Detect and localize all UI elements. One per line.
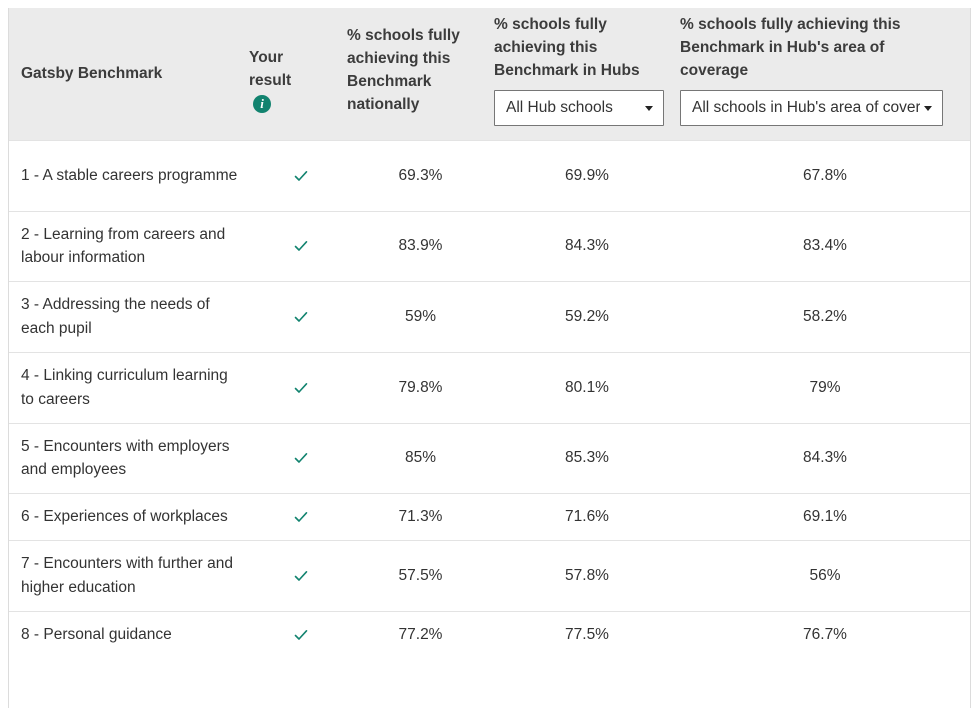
national-value: 69.3% <box>398 166 443 184</box>
hub-schools-select[interactable]: All Hub schools <box>494 90 664 126</box>
area-schools-select-value: All schools in Hub's area of coverage <box>692 99 942 116</box>
check-icon <box>294 241 308 251</box>
area-value: 76.7% <box>803 626 847 643</box>
hubs-value: 57.8% <box>565 566 609 584</box>
check-icon <box>294 453 308 463</box>
national-value: 59% <box>404 307 437 325</box>
header-area-label: % schools fully achieving this Benchmark… <box>680 16 901 79</box>
your-result-cell <box>249 540 347 611</box>
hubs-value: 69.9% <box>565 166 609 184</box>
header-national-label: % schools fully achieving this Benchmark… <box>347 27 460 113</box>
table-row: 7 - Encounters with further and higher e… <box>9 540 970 611</box>
benchmark-table-body: 1 - A stable careers programme 69.3% 69.9%… <box>9 140 970 658</box>
national-value: 57.5% <box>398 566 443 584</box>
national-value: 71.3% <box>398 507 443 525</box>
hubs-value: 77.5% <box>565 626 609 643</box>
area-value: 79% <box>809 378 841 396</box>
table-row: 4 - Linking curriculum learning to caree… <box>9 352 970 423</box>
area-schools-select[interactable]: All schools in Hub's area of coverage <box>680 90 943 126</box>
header-your-result: Your result i <box>249 8 347 140</box>
table-row: 1 - A stable careers programme 69.3% 69.9%… <box>9 140 970 211</box>
hub-schools-select-value: All Hub schools <box>506 99 613 116</box>
table-row: 5 - Encounters with employers and employ… <box>9 423 970 493</box>
hubs-value: 84.3% <box>565 237 609 255</box>
national-value: 83.9% <box>398 237 443 255</box>
benchmark-name: 7 - Encounters with further and higher e… <box>21 555 233 596</box>
check-icon <box>294 511 308 522</box>
national-value: 85% <box>404 449 437 467</box>
check-icon <box>294 570 308 581</box>
national-value: 77.2% <box>398 626 443 643</box>
check-icon <box>294 629 308 640</box>
area-value: 69.1% <box>803 507 847 525</box>
table-row: 3 - Addressing the needs of each pupil 59… <box>9 281 970 352</box>
area-value: 56% <box>809 566 841 584</box>
area-value: 58.2% <box>803 307 847 325</box>
table-row: 2 - Learning from careers and labour inf… <box>9 211 970 281</box>
area-value: 83.4% <box>803 237 847 255</box>
header-area: % schools fully achieving this Benchmark… <box>680 8 970 140</box>
header-your-result-label: Your result <box>249 49 292 89</box>
your-result-cell <box>249 281 347 352</box>
your-result-cell <box>249 211 347 281</box>
hubs-value: 71.6% <box>565 507 609 525</box>
check-icon <box>294 382 308 393</box>
benchmark-table-container: Gatsby Benchmark Your result i % schools … <box>8 8 971 708</box>
chevron-down-icon <box>924 106 932 111</box>
table-header-row: Gatsby Benchmark Your result i % schools … <box>9 8 970 140</box>
benchmark-name: 1 - A stable careers programme <box>21 166 238 184</box>
your-result-cell <box>249 423 347 493</box>
chevron-down-icon <box>645 106 653 111</box>
benchmark-name: 6 - Experiences of workplaces <box>21 507 228 525</box>
benchmark-name: 4 - Linking curriculum learning to caree… <box>21 367 228 408</box>
benchmark-name: 3 - Addressing the needs of each pupil <box>21 296 210 337</box>
header-benchmark-label: Gatsby Benchmark <box>21 65 163 83</box>
check-icon <box>294 170 308 181</box>
your-result-cell <box>249 493 347 540</box>
area-value: 84.3% <box>803 449 847 467</box>
national-value: 79.8% <box>398 378 443 396</box>
area-value: 67.8% <box>803 166 847 184</box>
check-icon <box>294 311 308 322</box>
info-icon[interactable]: i <box>253 94 271 113</box>
your-result-cell <box>249 611 347 658</box>
header-benchmark: Gatsby Benchmark <box>9 8 249 140</box>
table-row: 6 - Experiences of workplaces 71.3% 71.6% 6… <box>9 493 970 540</box>
benchmark-name: 8 - Personal guidance <box>21 626 172 643</box>
benchmark-name: 2 - Learning from careers and labour inf… <box>21 225 226 267</box>
benchmark-table: Gatsby Benchmark Your result i % schools … <box>9 8 970 658</box>
hubs-value: 59.2% <box>565 307 609 325</box>
table-row: 8 - Personal guidance 77.2% 77.5% 76.7% <box>9 611 970 658</box>
your-result-cell <box>249 352 347 423</box>
header-national: % schools fully achieving this Benchmark… <box>347 8 494 140</box>
header-hubs-label: % schools fully achieving this Benchmark… <box>494 16 640 79</box>
hubs-value: 85.3% <box>565 449 609 467</box>
your-result-cell <box>249 140 347 211</box>
benchmark-name: 5 - Encounters with employers and employ… <box>21 437 230 479</box>
header-hubs: % schools fully achieving this Benchmark… <box>494 8 680 140</box>
hubs-value: 80.1% <box>565 378 609 396</box>
